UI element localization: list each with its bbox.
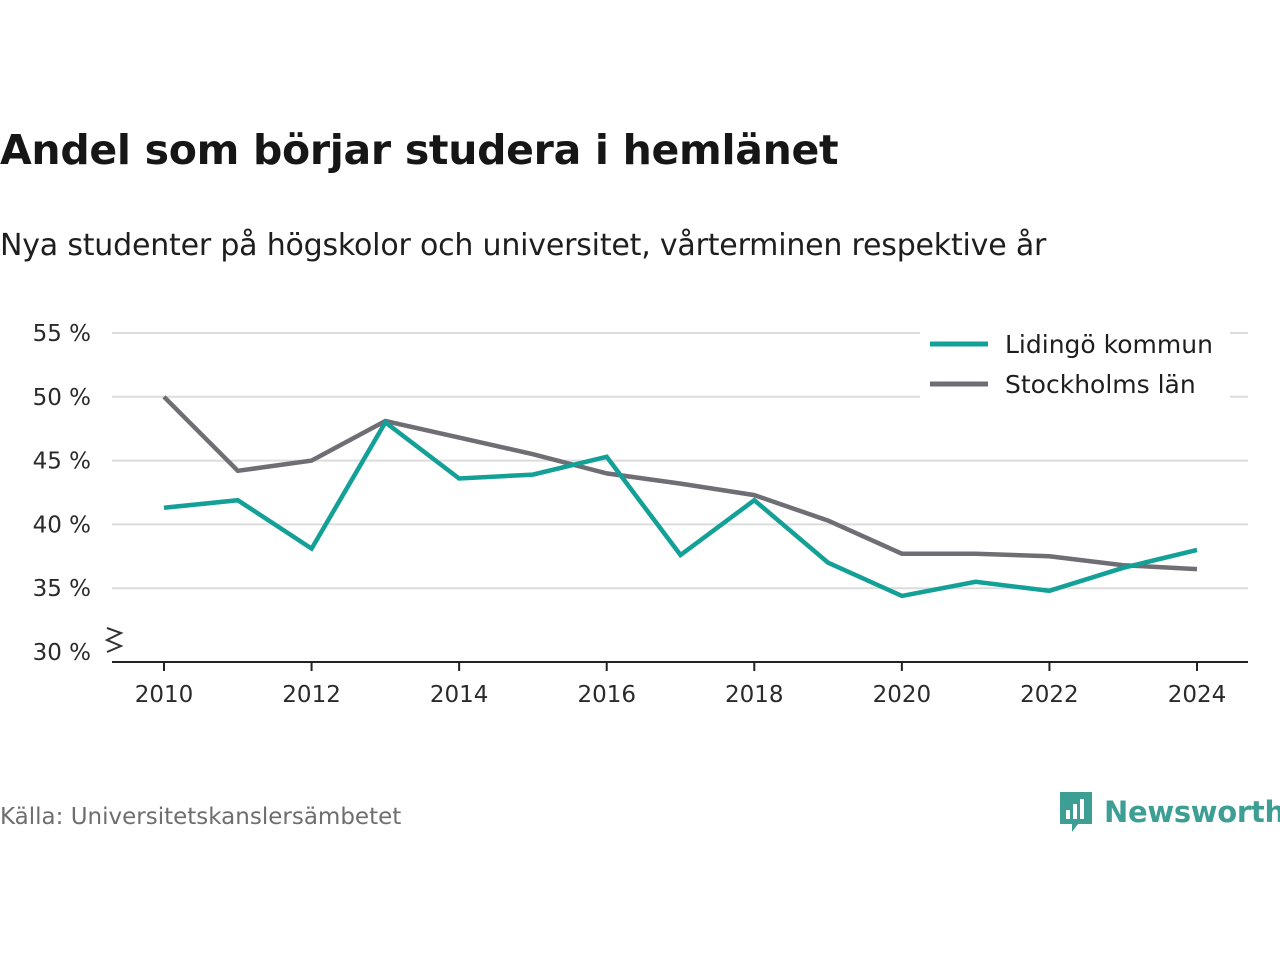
series-lines <box>162 395 1198 599</box>
brand-logo: Newsworthy <box>1058 790 1280 834</box>
y-tick-label: 55 % <box>33 321 91 347</box>
series-line-lidingo <box>163 418 1198 599</box>
y-tick-label: 35 % <box>33 576 91 602</box>
x-tick-label: 2018 <box>725 682 784 708</box>
x-tick-label: 2016 <box>577 682 636 708</box>
legend-label: Lidingö kommun <box>1005 330 1213 359</box>
chart-bubble-icon <box>1060 792 1092 832</box>
y-tick-label: 45 % <box>33 449 91 475</box>
legend-label: Stockholms län <box>1005 370 1196 399</box>
source-note: Källa: Universitetskanslersämbetet <box>0 804 402 830</box>
x-tick-label: 2014 <box>430 682 489 708</box>
chart-title: Andel som börjar studera i hemlänet <box>0 126 839 174</box>
legend: Lidingö kommun Stockholms län <box>920 322 1230 399</box>
chart-subtitle: Nya studenter på högskolor och universit… <box>0 228 1047 263</box>
x-tick-label: 2012 <box>282 682 341 708</box>
x-tick-label: 2024 <box>1168 682 1227 708</box>
x-tick-label: 2010 <box>135 682 194 708</box>
x-tick-label: 2022 <box>1020 682 1079 708</box>
y-tick-label: 40 % <box>33 512 91 538</box>
y-tick-label: 50 % <box>33 385 91 411</box>
brand-name: Newsworthy <box>1104 795 1280 829</box>
y-tick-label: 30 % <box>33 640 91 666</box>
x-tick-label: 2020 <box>873 682 932 708</box>
x-axis: 2010 2012 2014 2016 2018 2020 2022 2024 <box>112 661 1248 708</box>
axis-break-icon <box>104 627 124 653</box>
series-line-stockholm <box>162 395 1198 572</box>
line-chart: 30 %35 %40 %45 %50 %55 % 2010 2012 2014 201… <box>33 321 1248 708</box>
y-axis-ticks: 30 % 35 % 40 % 45 % 50 % 55 % <box>33 321 124 666</box>
